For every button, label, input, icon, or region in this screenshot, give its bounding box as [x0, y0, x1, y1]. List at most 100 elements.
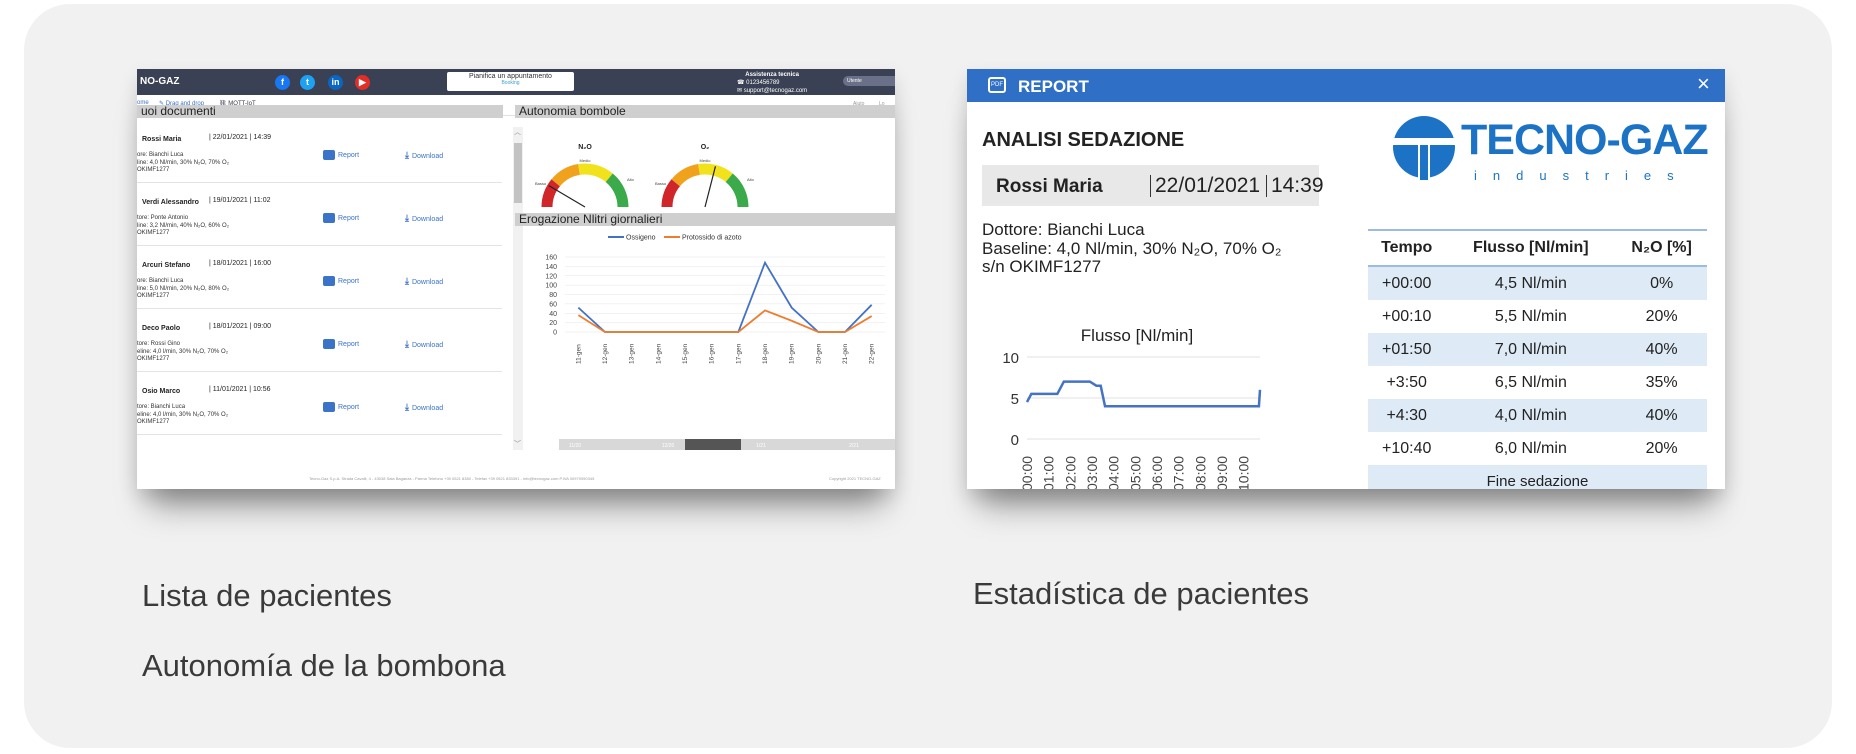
report-icon	[323, 213, 335, 223]
table-footer: Fine sedazione	[1368, 465, 1707, 489]
table-row: +10:40 6,0 Nl/min 20%	[1368, 432, 1707, 465]
x-tick-label: 06:00	[1149, 456, 1165, 489]
y-tick-label: 120	[545, 273, 557, 280]
document-info: ore: Bianchi Luca line: 5,0 Nl/min, 20% N…	[137, 278, 229, 301]
download-icon: ⤓	[405, 276, 409, 286]
baseline-line: eline: 4,0 l/min, 30% N₂O, 70% O₂	[137, 411, 229, 418]
close-icon[interactable]: ×	[1697, 71, 1710, 96]
help-link[interactable]: Aiuto	[853, 101, 865, 107]
flow-chart: Flusso [Nl/min] 0 5 10 00:00 01:00 02:00 03:00 0…	[1002, 326, 1262, 489]
booking-button[interactable]: Pianifica un appuntamento Booking	[447, 72, 574, 91]
x-tick-label: 00:00	[1019, 456, 1035, 489]
document-date: | 18/01/2021 | 09:00	[209, 323, 272, 330]
documents-panel-title: uoi documenti	[137, 105, 503, 118]
x-tick-label: 05:00	[1127, 456, 1143, 489]
user-menu[interactable]: Utente	[843, 76, 895, 86]
documents-scrollbar[interactable]: ︿ ﹀	[513, 127, 523, 450]
scroll-thumb[interactable]	[514, 143, 522, 203]
download-label: Download	[411, 342, 444, 349]
logo-text: TECNO-GAZ	[1461, 116, 1709, 164]
youtube-icon[interactable]: ▶	[355, 75, 370, 90]
download-label: Download	[411, 405, 444, 412]
chart-panel-title: Erogazione Nlitri giornalieri	[515, 213, 895, 226]
x-tick-label: 22-gen	[869, 343, 876, 364]
serial-line: OKIMF1277	[137, 230, 170, 236]
doctor-line: tore: Ponte Antonio	[137, 215, 189, 221]
mail-icon: ✉	[737, 88, 744, 94]
range-label: 2/21	[849, 443, 859, 449]
report-icon	[323, 150, 335, 160]
document-row: Verdi Alessandro | 19/01/2021 | 11:02 tore…	[137, 191, 502, 246]
gauge-needle	[704, 166, 717, 208]
download-button[interactable]: ⤓ Download	[405, 150, 443, 161]
serial-line: OKIMF1277	[137, 293, 170, 299]
download-button[interactable]: ⤓ Download	[405, 276, 443, 287]
report-label: Report	[338, 151, 360, 159]
x-tick-label: 04:00	[1106, 456, 1122, 489]
y-tick-label: 60	[549, 301, 557, 308]
linkedin-icon[interactable]: in	[328, 75, 343, 90]
report-titlebar: PDF REPORT ×	[967, 69, 1725, 102]
report-button[interactable]: Report	[323, 276, 359, 286]
report-button[interactable]: Report	[323, 339, 359, 349]
document-date: | 19/01/2021 | 11:02	[209, 197, 271, 204]
sedation-table: Tempo Flusso [Nl/min] N₂O [%] +00:00 4,5 …	[1368, 229, 1707, 489]
x-tick-label: 09:00	[1214, 456, 1230, 489]
twitter-icon[interactable]: t	[300, 75, 315, 90]
report-button[interactable]: Report	[323, 150, 359, 160]
document-info: ore: Bianchi Luca line: 4,0 Nl/min, 30% N…	[137, 152, 229, 175]
report-screenshot: PDF REPORT × ANALISI SEDAZIONE Rossi Mar…	[967, 69, 1725, 489]
scroll-up-icon[interactable]: ︿	[514, 129, 521, 136]
x-tick-label: 12-gen	[602, 343, 609, 364]
tab-drag-and-drop[interactable]: ✎ Drag and drop	[159, 100, 204, 107]
x-tick-label: 16-gen	[709, 343, 716, 364]
doctor-line: ore: Bianchi Luca	[137, 278, 184, 284]
x-tick-label: 01:00	[1041, 456, 1057, 489]
report-label: Report	[338, 214, 360, 222]
y-tick-label: 0	[553, 330, 557, 337]
patient-name: Verdi Alessandro	[142, 199, 199, 206]
report-window-title: REPORT	[1018, 77, 1089, 96]
logo-mark-icon	[1391, 116, 1457, 180]
scroll-down-icon[interactable]: ﹀	[514, 441, 521, 448]
tab-label: MQTT-IoT	[228, 101, 256, 107]
y-tick-label: 40	[549, 311, 557, 318]
table-cell: 40%	[1616, 333, 1707, 366]
x-tick-label: 19-gen	[789, 343, 796, 364]
download-button[interactable]: ⤓ Download	[405, 339, 443, 350]
table-row: +3:50 6,5 Nl/min 35%	[1368, 366, 1707, 399]
download-button[interactable]: ⤓ Download	[405, 213, 443, 224]
range-label: 11/20	[569, 443, 581, 449]
doctor-line: tore: Bianchi Luca	[137, 404, 186, 410]
doctor-line: tore: Rossi Gino	[137, 341, 181, 347]
x-tick-label: 14-gen	[655, 343, 662, 364]
footer-copyright: Copyright 2021 TECNO-GAZ	[829, 476, 881, 481]
logout-link[interactable]: Lo	[879, 101, 885, 107]
dashboard-screenshot: NO-GAZ f t in ▶ Pianifica un appuntament…	[137, 69, 895, 489]
download-icon: ⤓	[405, 213, 409, 223]
table-row: +00:10 5,5 Nl/min 20%	[1368, 300, 1707, 333]
tab-home[interactable]: ome	[137, 100, 149, 106]
analysis-title: ANALISI SEDAZIONE	[982, 129, 1185, 151]
report-button[interactable]: Report	[323, 402, 359, 412]
download-button[interactable]: ⤓ Download	[405, 402, 443, 413]
report-icon	[323, 339, 335, 349]
patient-time: 14:39	[1270, 174, 1324, 197]
gauge-low-label: Basso	[535, 181, 547, 186]
facebook-icon[interactable]: f	[275, 75, 290, 90]
report-button[interactable]: Report	[323, 213, 359, 223]
series-line	[577, 309, 873, 333]
download-icon: ⤓	[405, 339, 409, 349]
dashboard-header: NO-GAZ f t in ▶ Pianifica un appuntament…	[137, 69, 895, 95]
col-n2o: N₂O [%]	[1616, 229, 1707, 267]
gauge-mid-label: Medio	[700, 158, 712, 163]
table-cell: 0%	[1616, 266, 1707, 300]
gauge: O₂2220 NlBassoMedioAlto	[655, 144, 755, 219]
y-tick-label: 100	[545, 283, 557, 290]
table-cell: +00:10	[1382, 307, 1432, 325]
x-tick-label: 15-gen	[682, 343, 689, 364]
serial-line: OKIMF1277	[137, 419, 170, 425]
table-cell: +00:00	[1368, 266, 1446, 300]
gauge-low-label: Basso	[655, 181, 667, 186]
assistance-title: Assistenza tecnica	[745, 72, 799, 78]
